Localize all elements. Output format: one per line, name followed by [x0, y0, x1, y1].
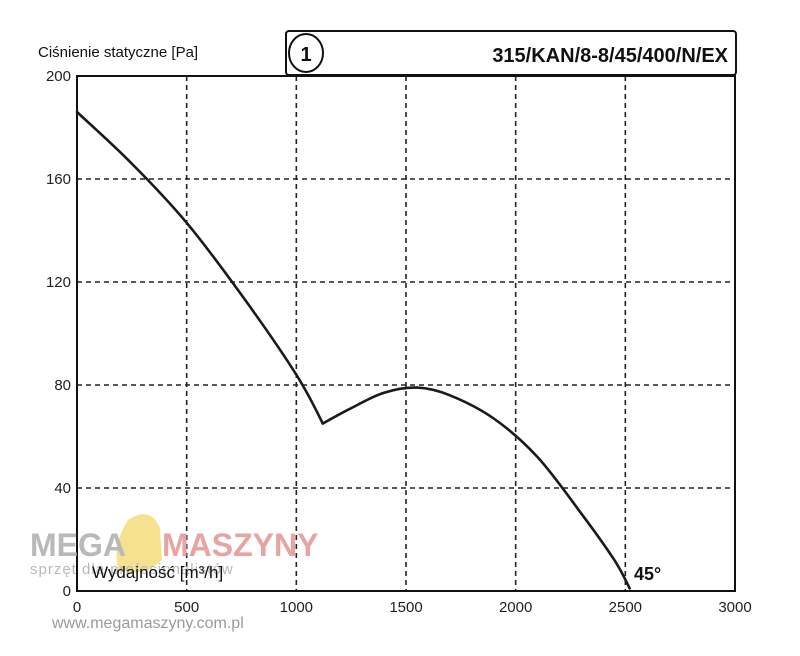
x-axis-label: Wydajność [m³/h]: [92, 563, 223, 582]
y-tick-label: 160: [46, 171, 71, 188]
y-tick-label: 80: [54, 377, 71, 394]
x-tick-label: 1000: [280, 599, 313, 616]
x-tick-label: 2000: [499, 599, 532, 616]
y-tick-label: 200: [46, 68, 71, 85]
watermark-logo-icon: [116, 514, 162, 573]
model-number: 1: [300, 44, 311, 66]
y-tick-label: 120: [46, 274, 71, 291]
model-number-circle: [288, 33, 324, 73]
x-tick-label: 2500: [609, 599, 642, 616]
series-line: [75, 110, 631, 590]
y-tick-label: 0: [63, 583, 71, 600]
y-axis-label: Ciśnienie statyczne [Pa]: [38, 44, 198, 61]
x-ticks: 0 500 1000 1500 2000 2500 3000: [73, 599, 752, 616]
curve-annotation: 45°: [634, 564, 661, 584]
watermark: MEGA MASZYNY sprzęt dla profesjonalistów…: [30, 514, 318, 632]
watermark-brand-right: MASZYNY: [162, 527, 318, 563]
x-tick-label: 500: [174, 599, 199, 616]
y-tick-label: 40: [54, 480, 71, 497]
chart-header: Ciśnienie statyczne [Pa] 1 315/KAN/8-8/4…: [38, 30, 737, 76]
x-tick-label: 3000: [718, 599, 751, 616]
x-tick-label: 0: [73, 599, 81, 616]
plot-frame: [76, 75, 736, 592]
watermark-brand-left: MEGA: [30, 527, 126, 563]
x-tick-label: 1500: [389, 599, 422, 616]
y-ticks: 0 40 80 120 160 200: [46, 68, 71, 600]
model-title: 315/KAN/8-8/45/400/N/EX: [492, 45, 728, 67]
watermark-tagline: sprzęt dla profesjonalistów: [30, 561, 234, 578]
grid: [77, 76, 735, 591]
watermark-url: www.megamaszyny.com.pl: [51, 615, 244, 632]
